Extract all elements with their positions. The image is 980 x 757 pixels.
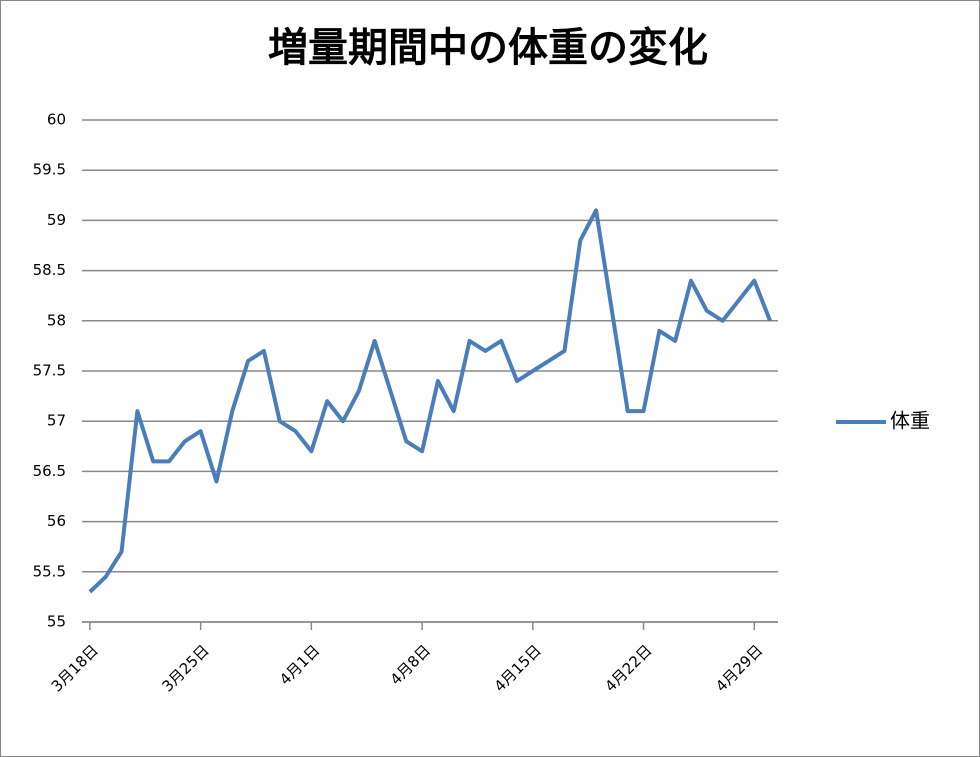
y-tick-label: 58.5 [33,261,66,279]
y-tick-label: 59.5 [33,161,66,179]
y-tick-label: 55.5 [33,562,66,580]
data-line [88,208,772,594]
y-tick-label: 59 [47,211,66,229]
y-tick-label: 58 [47,311,66,329]
y-tick-label: 55 [47,613,66,631]
y-tick-label: 57 [47,412,66,430]
y-tick-label: 56.5 [33,462,66,480]
chart-title: 増量期間中の体重の変化 [268,25,708,71]
y-tick-label: 60 [47,111,66,129]
y-tick-label: 56 [47,512,66,530]
legend-label: 体重 [890,409,930,433]
y-tick-label: 57.5 [33,362,66,380]
